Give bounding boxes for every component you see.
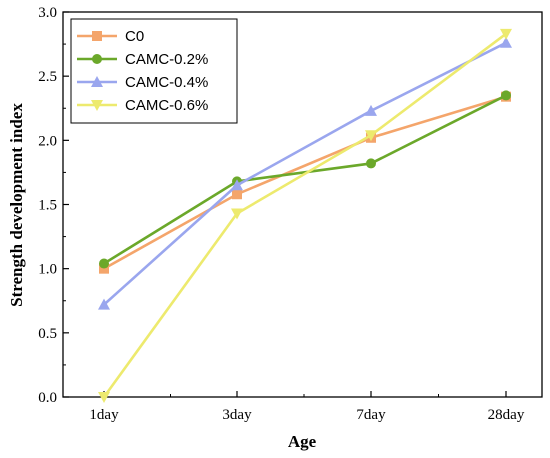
- data-point: [501, 90, 511, 101]
- legend: C0 CAMC-0.2% CAMC-0.4% CAMC-0.6%: [70, 18, 238, 124]
- legend-marker: [92, 54, 102, 64]
- series-line: [103, 41, 507, 306]
- data-point: [500, 36, 512, 48]
- y-tick-label: 3.0: [38, 5, 57, 21]
- legend-marker: [91, 76, 103, 87]
- y-tick-label: 2.0: [38, 133, 57, 149]
- legend-item: CAMC-0.6%: [77, 97, 208, 114]
- legend-label: CAMC-0.4%: [125, 74, 208, 91]
- y-axis-title: Strength development index: [7, 103, 26, 307]
- series-line: [103, 94, 507, 265]
- data-point: [231, 208, 243, 220]
- x-tick-label: 3day: [222, 407, 252, 423]
- y-tick-label: 1.0: [38, 262, 57, 278]
- y-tick-label: 2.5: [38, 69, 57, 85]
- data-point: [99, 258, 109, 269]
- y-tick-label: 0.0: [38, 390, 57, 406]
- series-line: [102, 32, 507, 398]
- legend-item: CAMC-0.4%: [77, 74, 208, 91]
- data-point: [365, 130, 377, 142]
- legend-item: C0: [77, 28, 144, 45]
- data-point: [365, 104, 377, 116]
- legend-label: CAMC-0.2%: [125, 51, 208, 68]
- data-point: [232, 189, 242, 200]
- data-point: [99, 263, 109, 274]
- series-camc-0-6-: [98, 28, 512, 403]
- legend-marker: [92, 31, 102, 41]
- legend-label: C0: [125, 28, 144, 45]
- x-tick-label: 1day: [89, 407, 119, 423]
- legend-item: CAMC-0.2%: [77, 51, 208, 68]
- legend-marker: [91, 100, 103, 111]
- data-point: [366, 158, 376, 169]
- data-point: [231, 179, 243, 191]
- x-axis-ticks: 1day 3day 7day 28day: [89, 391, 525, 423]
- legend-label: CAMC-0.6%: [125, 97, 208, 114]
- y-axis-ticks: 0.0 0.5 1.0 1.5 2.0 2.5 3.0: [38, 5, 69, 406]
- series-layer: [98, 28, 512, 403]
- data-point: [98, 298, 110, 310]
- data-point: [98, 392, 110, 403]
- y-tick-label: 1.5: [38, 198, 57, 214]
- y-tick-label: 0.5: [38, 326, 57, 342]
- x-tick-label: 28day: [488, 407, 525, 423]
- data-point: [500, 28, 512, 40]
- x-tick-label: 7day: [356, 407, 386, 423]
- series-camc-0-4-: [98, 36, 512, 310]
- series-line: [103, 95, 507, 270]
- x-axis-title: Age: [288, 432, 317, 451]
